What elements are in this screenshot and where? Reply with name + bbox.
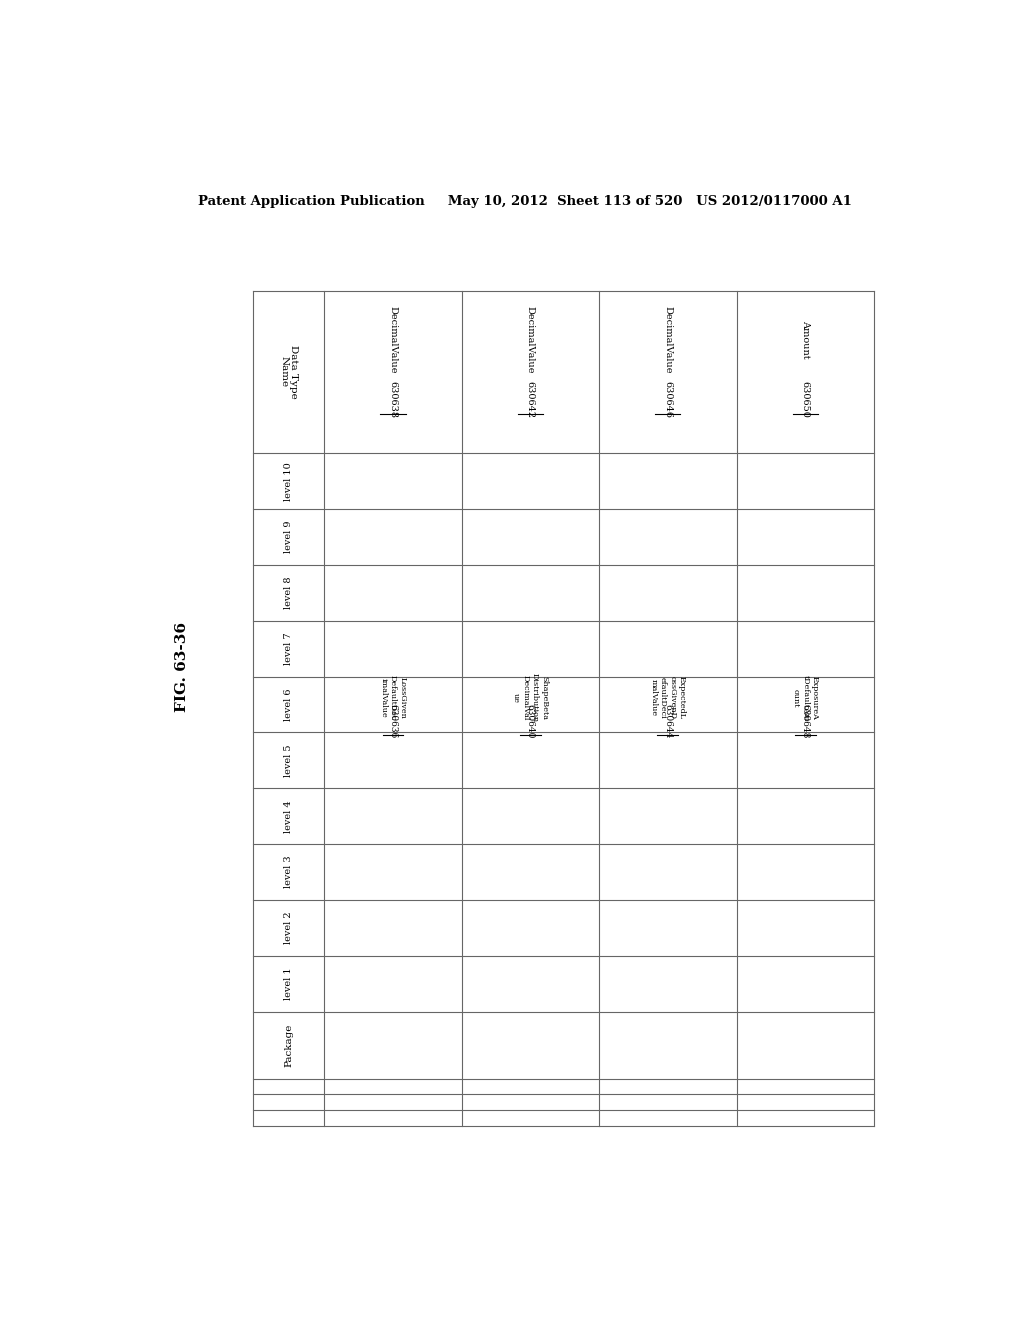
Text: Package: Package: [285, 1023, 293, 1067]
Text: level 8: level 8: [285, 577, 293, 609]
Text: DecimalValue: DecimalValue: [388, 306, 397, 374]
Text: Data Type
Name: Data Type Name: [280, 345, 298, 399]
Text: Patent Application Publication     May 10, 2012  Sheet 113 of 520   US 2012/0117: Patent Application Publication May 10, 2…: [198, 194, 852, 207]
Text: LossGiven
DefaultDec
imalValue: LossGiven DefaultDec imalValue: [379, 675, 407, 721]
Text: ExposureA
tDefaultAm
ount: ExposureA tDefaultAm ount: [792, 675, 819, 721]
Text: FIG. 63-36: FIG. 63-36: [175, 622, 189, 711]
Text: level 3: level 3: [285, 855, 293, 888]
Text: ExpectedL
ossGivenD
efaultDeci
malValue: ExpectedL ossGivenD efaultDeci malValue: [649, 676, 686, 719]
Text: 630650: 630650: [801, 381, 810, 418]
Text: level 4: level 4: [285, 800, 293, 833]
Text: DecimalValue: DecimalValue: [526, 306, 535, 374]
Text: 630640: 630640: [526, 704, 535, 738]
Text: 630646: 630646: [664, 381, 673, 418]
Text: 630644: 630644: [664, 704, 673, 738]
Text: DecimalValue: DecimalValue: [664, 306, 673, 374]
Text: 630638: 630638: [388, 381, 397, 418]
Text: level 2: level 2: [285, 912, 293, 944]
Text: Amount: Amount: [801, 319, 810, 359]
Text: 630648: 630648: [801, 704, 810, 738]
Text: 630636: 630636: [388, 704, 397, 738]
Text: level 7: level 7: [285, 632, 293, 665]
Text: ShapeBeta
Distribution
DecimalVal
ue: ShapeBeta Distribution DecimalVal ue: [512, 673, 549, 722]
Text: level 10: level 10: [285, 462, 293, 500]
Text: 630642: 630642: [526, 381, 535, 418]
Text: level 5: level 5: [285, 744, 293, 776]
Text: level 6: level 6: [285, 688, 293, 721]
Text: level 1: level 1: [285, 968, 293, 1001]
Text: level 9: level 9: [285, 521, 293, 553]
